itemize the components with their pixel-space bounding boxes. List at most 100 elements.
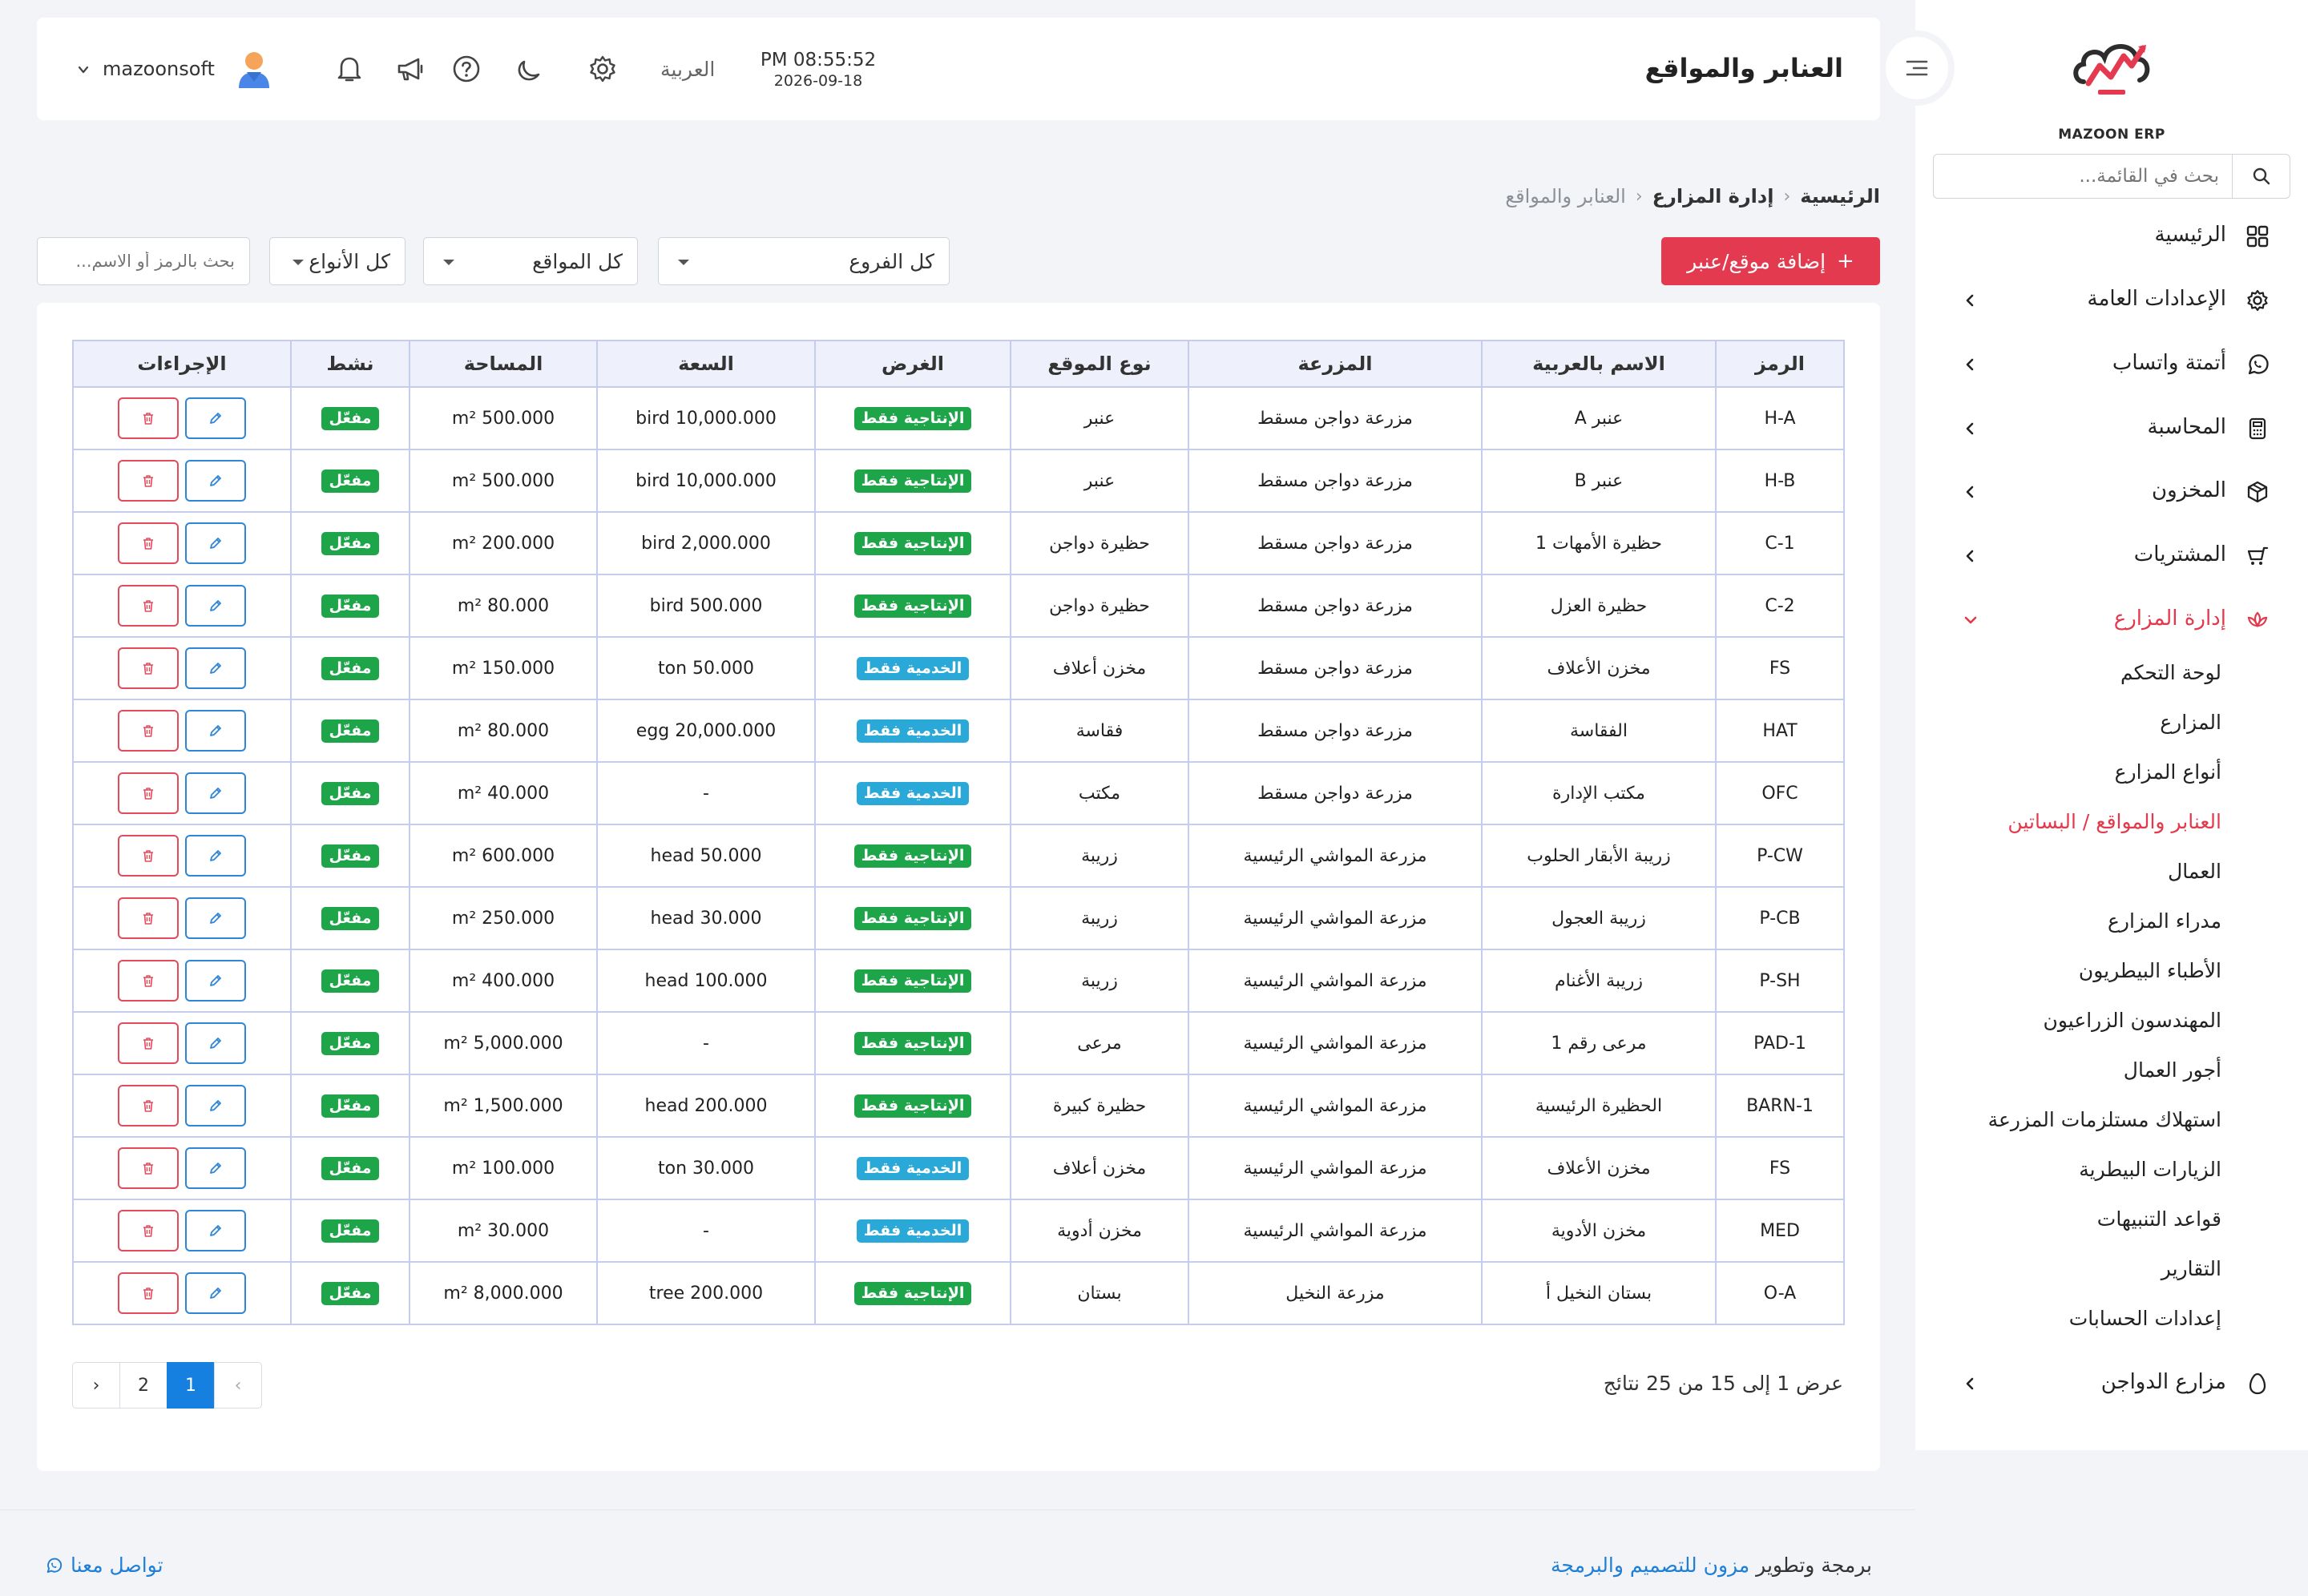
chevron-left-icon <box>1966 358 1974 371</box>
sidebar-search-input[interactable] <box>1934 155 2232 198</box>
delete-button[interactable] <box>118 897 179 939</box>
delete-button[interactable] <box>118 1085 179 1126</box>
table-search-input[interactable] <box>38 238 249 284</box>
location-select[interactable]: كل المواقع <box>423 237 638 285</box>
sidebar-sub-farm-managers[interactable]: مدراء المزارع <box>2108 909 2221 933</box>
edit-button[interactable] <box>185 897 246 939</box>
delete-button[interactable] <box>118 522 179 564</box>
moon-icon[interactable] <box>514 53 547 85</box>
header-capacity[interactable]: السعة <box>596 340 816 388</box>
edit-button[interactable] <box>185 1147 246 1189</box>
pagination-next-icon[interactable]: › <box>72 1362 120 1409</box>
breadcrumb-home[interactable]: الرئيسية <box>1800 185 1880 208</box>
user-name[interactable]: mazoonsoft <box>103 58 215 80</box>
row-actions <box>75 1085 289 1126</box>
table-search[interactable] <box>37 237 250 285</box>
avatar[interactable] <box>236 50 272 90</box>
header-area[interactable]: المساحة <box>409 340 598 388</box>
sidebar-item-purchases[interactable]: المشتريات <box>1915 530 2308 582</box>
bell-icon[interactable] <box>333 53 365 85</box>
sidebar-search-button[interactable] <box>2232 155 2290 198</box>
edit-button[interactable] <box>185 1272 246 1314</box>
delete-button[interactable] <box>118 772 179 814</box>
sidebar-item-poultry-farms[interactable]: مزارع الدواجن <box>1915 1357 2308 1410</box>
sidebar-item-whatsapp[interactable]: أتمتة واتساب <box>1915 338 2308 391</box>
delete-button[interactable] <box>118 835 179 877</box>
sidebar-sub-agri-engineers[interactable]: المهندسون الزراعيون <box>2043 1009 2222 1032</box>
edit-button[interactable] <box>185 835 246 877</box>
contact-link[interactable]: تواصل معنا <box>45 1554 163 1577</box>
delete-button[interactable] <box>118 1022 179 1064</box>
edit-button[interactable] <box>185 522 246 564</box>
sidebar-sub-farm-types[interactable]: أنواع المزارع <box>2114 760 2221 784</box>
sidebar-sub-farms[interactable]: المزارع <box>2160 711 2221 734</box>
sidebar-sub-vet-visits[interactable]: الزيارات البيطرية <box>2079 1158 2221 1181</box>
status-badge: مفعّل <box>321 719 379 743</box>
edit-button[interactable] <box>185 585 246 627</box>
sidebar-sub-dashboard[interactable]: لوحة التحكم <box>2120 661 2221 684</box>
edit-button[interactable] <box>185 397 246 439</box>
chevron-down-icon[interactable] <box>77 64 90 75</box>
pagination-prev-icon[interactable]: ‹ <box>214 1362 262 1409</box>
delete-button[interactable] <box>118 710 179 752</box>
trash-icon <box>143 788 153 800</box>
delete-button[interactable] <box>118 460 179 502</box>
edit-button[interactable] <box>185 772 246 814</box>
sidebar-sub-supplies-consumption[interactable]: استهلاك مستلزمات المزرعة <box>1987 1108 2221 1131</box>
delete-button[interactable] <box>118 1272 179 1314</box>
sidebar-sub-barns-locations[interactable]: العنابر والمواقع / البساتين <box>2007 810 2221 833</box>
edit-button[interactable] <box>185 960 246 1002</box>
header-active[interactable]: نشط <box>290 340 410 388</box>
cell-location-type: زريبة <box>1010 949 1189 1013</box>
lotus-icon <box>2247 611 2268 627</box>
sidebar-item-home[interactable]: الرئيسية <box>1915 210 2308 263</box>
cell-capacity: - <box>596 1011 816 1075</box>
sidebar-sub-veterinarians[interactable]: الأطباء البيطريون <box>2078 959 2221 982</box>
breadcrumb-farm-management[interactable]: إدارة المزارع <box>1652 185 1774 208</box>
edit-button[interactable] <box>185 1085 246 1126</box>
sidebar-item-accounting[interactable]: المحاسبة <box>1915 402 2308 455</box>
header-farm[interactable]: المزرعة <box>1188 340 1483 388</box>
sidebar-item-farm-management[interactable]: إدارة المزارع <box>1915 594 2308 647</box>
sidebar-sub-workers[interactable]: العمال <box>2168 860 2221 883</box>
header-code[interactable]: الرمز <box>1715 340 1845 388</box>
header-purpose[interactable]: الغرض <box>814 340 1011 388</box>
pagination-page-2[interactable]: 2 <box>119 1362 167 1409</box>
edit-button[interactable] <box>185 1210 246 1251</box>
sidebar-sub-alert-rules[interactable]: قواعد التنبيهات <box>2096 1207 2221 1231</box>
sidebar-sub-reports[interactable]: التقارير <box>2161 1257 2221 1280</box>
sidebar-item-general-settings[interactable]: الإعدادات العامة <box>1915 274 2308 327</box>
header-arabic-name[interactable]: الاسم بالعربية <box>1481 340 1717 388</box>
delete-button[interactable] <box>118 647 179 689</box>
help-icon[interactable] <box>450 53 482 85</box>
gear-icon[interactable] <box>587 53 619 85</box>
add-location-button[interactable]: + إضافة موقع/عنبر <box>1661 237 1880 285</box>
pagination-page-1[interactable]: 1 <box>167 1362 215 1409</box>
sidebar-toggle-button[interactable] <box>1886 37 1948 99</box>
cell-code: MED <box>1715 1199 1845 1263</box>
header-location-type[interactable]: نوع الموقع <box>1010 340 1189 388</box>
trash-icon <box>143 1288 153 1300</box>
edit-button[interactable] <box>185 647 246 689</box>
footer-brand-link[interactable]: مزون للتصميم والبرمجة <box>1551 1554 1750 1577</box>
sidebar-sub-worker-wages[interactable]: أجور العمال <box>2123 1058 2221 1082</box>
delete-button[interactable] <box>118 585 179 627</box>
delete-button[interactable] <box>118 397 179 439</box>
sidebar-search[interactable] <box>1933 154 2290 199</box>
delete-button[interactable] <box>118 960 179 1002</box>
cell-purpose: الإنتاجية فقط <box>814 949 1011 1013</box>
cell-location-type: مخزن أعلاف <box>1010 636 1189 700</box>
edit-button[interactable] <box>185 710 246 752</box>
cell-area: m² 200.000 <box>409 511 598 575</box>
branch-select[interactable]: كل الفروع <box>658 237 950 285</box>
megaphone-icon[interactable] <box>394 53 426 85</box>
sidebar-item-inventory[interactable]: المخزون <box>1915 466 2308 518</box>
delete-button[interactable] <box>118 1210 179 1251</box>
edit-button[interactable] <box>185 460 246 502</box>
purpose-badge: الإنتاجية فقط <box>853 906 972 930</box>
sidebar-sub-account-settings[interactable]: إعدادات الحسابات <box>2068 1307 2221 1330</box>
language-switch[interactable]: العربية <box>660 58 716 81</box>
delete-button[interactable] <box>118 1147 179 1189</box>
type-select[interactable]: كل الأنواع <box>269 237 406 285</box>
edit-button[interactable] <box>185 1022 246 1064</box>
